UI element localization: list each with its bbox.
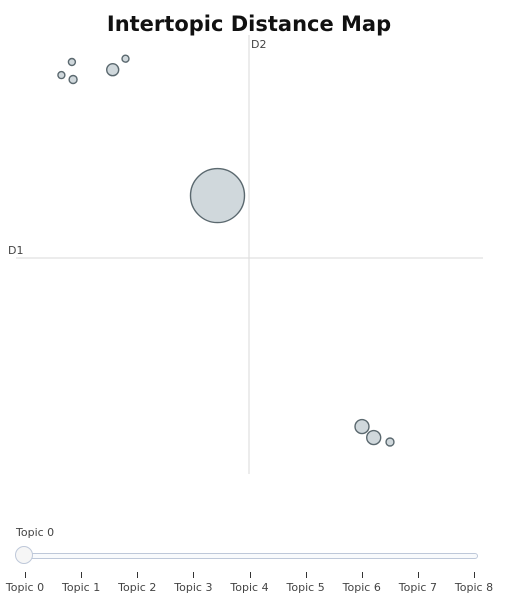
intertopic-scatter-chart: Intertopic Distance Map D2 D1 [8, 12, 483, 474]
slider-step-label[interactable]: Topic 2 [118, 581, 157, 594]
topic-bubble-5[interactable] [121, 54, 130, 63]
slider-tick [474, 572, 475, 578]
topic-bubble-8[interactable] [385, 437, 395, 447]
slider-step-label[interactable]: Topic 3 [174, 581, 213, 594]
chart-title: Intertopic Distance Map [107, 12, 391, 36]
bubble-layer [57, 54, 395, 447]
slider-step-label[interactable]: Topic 6 [342, 581, 381, 594]
slider-tick [81, 572, 83, 578]
slider-step-label[interactable]: Topic 7 [398, 581, 437, 594]
slider-step-label[interactable]: Topic 4 [230, 581, 269, 594]
topic-bubble-0[interactable] [189, 167, 246, 224]
slider-step-label[interactable]: Topic 8 [454, 581, 494, 594]
slider-tick [137, 572, 139, 578]
topic-bubble-7[interactable] [366, 429, 382, 446]
topic-bubble-4[interactable] [67, 57, 77, 67]
topic-bubble-3[interactable] [57, 70, 66, 80]
slider-tick [361, 572, 363, 578]
slider-step-label[interactable]: Topic 0 [5, 581, 45, 594]
topic-slider-track[interactable] [16, 553, 478, 559]
topic-slider-handle[interactable] [15, 546, 33, 564]
slider-tick [305, 572, 307, 578]
slider-step-label[interactable]: Topic 5 [286, 581, 325, 594]
slider-tick [249, 572, 251, 578]
topic-bubble-2[interactable] [68, 74, 78, 85]
slider-tick [193, 572, 195, 578]
d2-axis-label: D2 [251, 38, 266, 51]
slider-current-value: Topic 0 [16, 526, 55, 539]
topic-bubble-6[interactable] [354, 418, 370, 435]
slider-step-label[interactable]: Topic 1 [62, 581, 101, 594]
slider-tick [417, 572, 419, 578]
d1-axis-label: D1 [8, 244, 23, 257]
slider-tick [25, 572, 26, 578]
topic-bubble-1[interactable] [105, 62, 120, 77]
